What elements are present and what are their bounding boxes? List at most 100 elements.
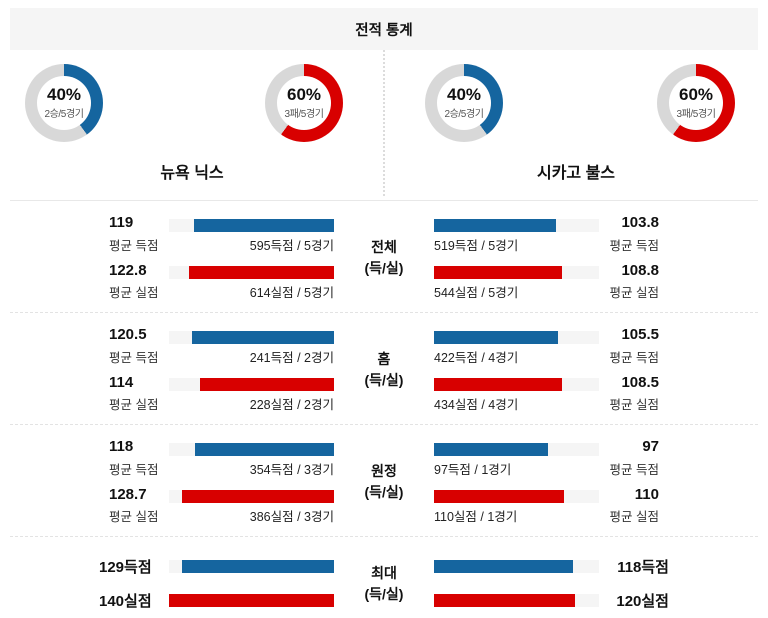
score-bar-fill bbox=[181, 560, 334, 573]
concede-bar-track bbox=[169, 490, 334, 503]
home-win-percent: 40% bbox=[46, 85, 82, 104]
stat-row: 120실점 bbox=[434, 590, 669, 611]
donut-area: 40% 2승/5경기 60% 3패/5경기 뉴욕 닉스 40% 2승/5경기 bbox=[0, 50, 768, 200]
section-total: 119 평균 득점 595득점 / 5경기 122.8 평균 실점 614실점 … bbox=[10, 201, 758, 312]
concede-bar-track bbox=[434, 594, 599, 607]
stat-row: 118 평균 득점 354득점 / 3경기 bbox=[109, 438, 334, 478]
away-home-stats: 118 평균 득점 354득점 / 3경기 128.7 평균 실점 386실점 … bbox=[109, 438, 334, 525]
stat-caption: 평균 득점 bbox=[609, 350, 659, 365]
away-win-percent: 40% bbox=[446, 85, 482, 104]
stat-caption: 평균 득점 bbox=[609, 462, 659, 477]
section-label: 홈 (득/실) bbox=[364, 351, 404, 388]
home-away-stats: 105.5 평균 득점 422득점 / 4경기 108.5 평균 실점 434실… bbox=[434, 326, 659, 413]
total-home-stats: 119 평균 득점 595득점 / 5경기 122.8 평균 실점 614실점 … bbox=[109, 214, 334, 302]
stat-value: 97 bbox=[642, 438, 659, 455]
home-loss-record: 3패/5경기 bbox=[284, 109, 324, 120]
stat-caption: 평균 득점 bbox=[109, 350, 159, 365]
stat-value: 103.8 bbox=[621, 214, 659, 231]
away-win-record: 2승/5경기 bbox=[444, 109, 484, 120]
score-bar-fill bbox=[434, 442, 549, 456]
stat-value: 119 bbox=[109, 214, 134, 231]
score-bar-track bbox=[434, 330, 599, 344]
away-loss-donut-chart: 60% 3패/5경기 bbox=[657, 64, 735, 142]
bar-caption: 595득점 / 5경기 bbox=[249, 238, 334, 253]
section-label: 최대 (득/실) bbox=[364, 564, 404, 602]
home-team-summary: 40% 2승/5경기 60% 3패/5경기 뉴욕 닉스 bbox=[0, 64, 384, 183]
section-label: 원정 (득/실) bbox=[364, 463, 404, 500]
section-home: 120.5 평균 득점 241득점 / 2경기 114 평균 실점 228실점 … bbox=[10, 312, 758, 424]
score-bar-track bbox=[169, 560, 334, 573]
stat-caption: 평균 실점 bbox=[609, 398, 659, 412]
section-away: 118 평균 득점 354득점 / 3경기 128.7 평균 실점 386실점 … bbox=[10, 424, 758, 536]
stat-row: 105.5 평균 득점 422득점 / 4경기 bbox=[434, 326, 659, 366]
vertical-dotted-divider bbox=[383, 50, 385, 196]
stat-value: 128.7 bbox=[109, 485, 147, 503]
bar-caption: 422득점 / 4경기 bbox=[434, 350, 519, 365]
concede-bar-fill bbox=[169, 594, 334, 607]
score-bar-fill bbox=[434, 560, 574, 573]
concede-bar-fill bbox=[434, 378, 562, 391]
stat-row: 129득점 bbox=[99, 556, 334, 577]
section-max: 129득점 140실점 최대 (득/실) 118득점 120실점 bbox=[10, 536, 758, 618]
stat-value: 110 bbox=[634, 485, 659, 503]
bar-caption: 97득점 / 1경기 bbox=[434, 462, 512, 477]
stat-row: 97 평균 득점 97득점 / 1경기 bbox=[434, 438, 659, 478]
concede-bar-fill bbox=[434, 490, 564, 503]
stat-value: 108.5 bbox=[621, 373, 659, 391]
score-bar-track bbox=[434, 218, 599, 232]
away-loss-record: 3패/5경기 bbox=[676, 109, 716, 120]
concede-bar-track bbox=[169, 594, 334, 607]
max-concede-label: 120실점 bbox=[616, 593, 669, 610]
stat-caption: 평균 실점 bbox=[109, 398, 159, 412]
bar-caption: 519득점 / 5경기 bbox=[434, 238, 519, 253]
concede-bar-track bbox=[169, 378, 334, 391]
max-score-label: 129득점 bbox=[99, 559, 152, 576]
stat-value: 118 bbox=[109, 438, 134, 455]
panel-title: 전적 통계 bbox=[355, 22, 413, 39]
bar-caption: 614실점 / 5경기 bbox=[249, 286, 334, 300]
home-loss-donut-chart: 60% 3패/5경기 bbox=[265, 64, 343, 142]
max-home-stats: 129득점 140실점 bbox=[99, 556, 334, 611]
concede-bar-fill bbox=[182, 490, 334, 503]
concede-bar-track bbox=[434, 266, 599, 279]
bar-caption: 241득점 / 2경기 bbox=[249, 350, 334, 365]
stat-caption: 평균 실점 bbox=[609, 286, 659, 300]
home-team-name: 뉴욕 닉스 bbox=[160, 165, 224, 182]
max-away-stats: 118득점 120실점 bbox=[434, 556, 669, 611]
concede-bar-track bbox=[169, 266, 334, 279]
bar-caption: 544실점 / 5경기 bbox=[434, 286, 519, 300]
score-bar-fill bbox=[193, 218, 334, 232]
score-bar-track bbox=[169, 218, 334, 232]
home-home-stats: 120.5 평균 득점 241득점 / 2경기 114 평균 실점 228실점 … bbox=[109, 326, 334, 414]
stat-row: 103.8 평균 득점 519득점 / 5경기 bbox=[434, 214, 659, 254]
concede-bar-fill bbox=[189, 266, 334, 279]
bar-caption: 386실점 / 3경기 bbox=[249, 510, 334, 524]
away-away-stats: 97 평균 득점 97득점 / 1경기 110 평균 실점 110실점 / 1경… bbox=[434, 438, 659, 526]
away-loss-percent: 60% bbox=[678, 85, 714, 104]
concede-bar-fill bbox=[434, 266, 563, 279]
score-bar-fill bbox=[434, 218, 557, 232]
stat-row: 118득점 bbox=[434, 556, 669, 577]
stat-row: 108.8 평균 실점 544실점 / 5경기 bbox=[434, 261, 659, 302]
concede-bar-fill bbox=[434, 594, 576, 607]
stat-value: 108.8 bbox=[621, 261, 659, 279]
stat-row: 114 평균 실점 228실점 / 2경기 bbox=[109, 374, 334, 414]
section-label: 전체 (득/실) bbox=[364, 239, 404, 276]
home-win-record: 2승/5경기 bbox=[44, 109, 84, 120]
home-win-donut-chart: 40% 2승/5경기 bbox=[25, 64, 103, 142]
score-bar-track bbox=[169, 442, 334, 456]
stat-caption: 평균 실점 bbox=[109, 510, 159, 524]
stat-row: 119 평균 득점 595득점 / 5경기 bbox=[109, 214, 334, 254]
bar-caption: 228실점 / 2경기 bbox=[249, 398, 334, 412]
away-win-donut-chart: 40% 2승/5경기 bbox=[425, 64, 503, 142]
stat-row: 122.8 평균 실점 614실점 / 5경기 bbox=[109, 262, 334, 302]
concede-bar-fill bbox=[199, 378, 334, 391]
panel-header: 전적 통계 bbox=[10, 8, 758, 50]
concede-bar-track bbox=[434, 378, 599, 391]
stat-caption: 평균 실점 bbox=[109, 286, 159, 300]
bar-caption: 354득점 / 3경기 bbox=[249, 462, 334, 477]
home-loss-percent: 60% bbox=[286, 85, 322, 104]
score-bar-fill bbox=[191, 330, 334, 344]
stat-row: 110 평균 실점 110실점 / 1경기 bbox=[434, 485, 659, 526]
stat-caption: 평균 실점 bbox=[609, 510, 659, 524]
